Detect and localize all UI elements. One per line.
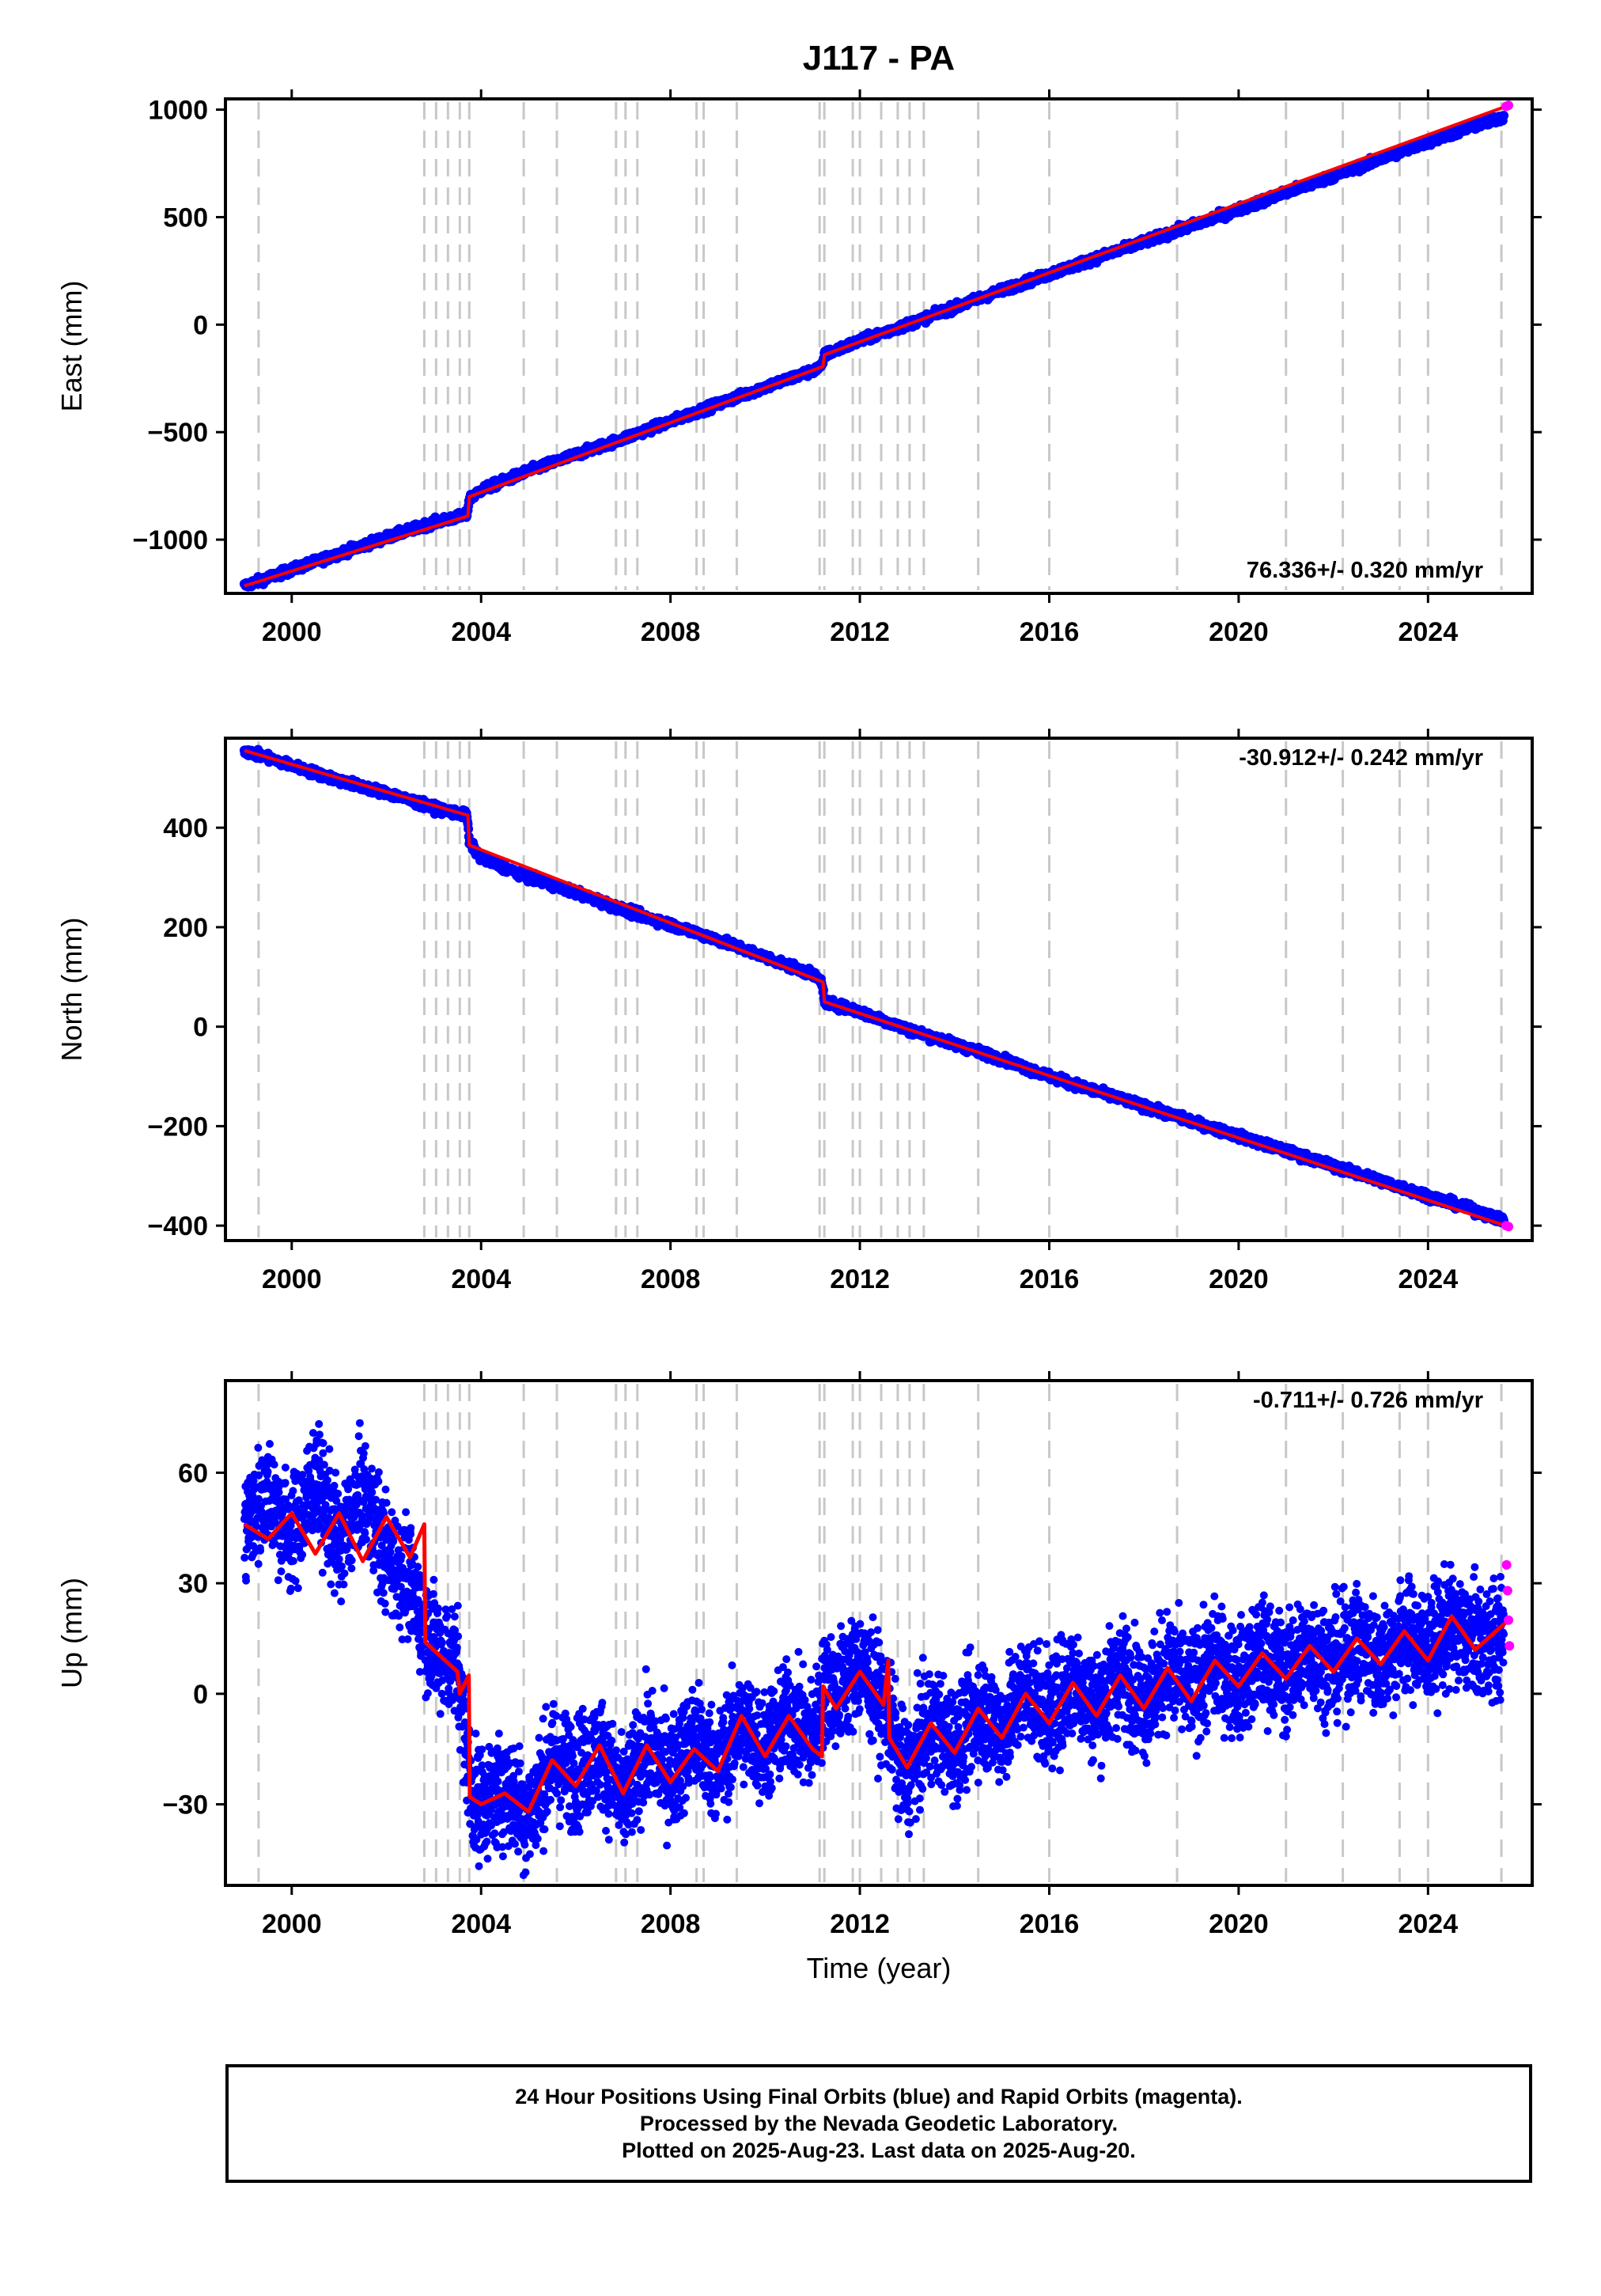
panel-north: 2000 2004 2008 2012 2016 2020 20244002000−200−… — [55, 729, 1542, 1294]
x-tick-label: 2004 — [451, 617, 511, 647]
rate-annotation: 76.336+/- 0.320 mm/yr — [1247, 558, 1483, 583]
x-tick-label: 2016 — [1020, 617, 1080, 647]
final-point — [1499, 111, 1509, 121]
x-axis-label: Time (year) — [807, 1952, 952, 1984]
model-line — [244, 104, 1509, 588]
y-tick-label: 500 — [163, 203, 208, 233]
x-tick-label: 2012 — [830, 617, 890, 647]
x-tick-label: 2024 — [1398, 617, 1458, 647]
rapid-point — [1504, 100, 1514, 111]
figure-title: J117 - PA — [803, 39, 955, 78]
y-tick-label: 1000 — [148, 96, 208, 126]
x-tick-label: 2020 — [1209, 617, 1269, 647]
x-tick-label: 2008 — [641, 617, 701, 647]
y-tick-label: 0 — [193, 310, 208, 340]
y-tick-label: −1000 — [133, 525, 209, 555]
panel-east: 2000 2004 2008 2012 2016 2020 2024 1000 500 0 −500… — [55, 89, 1542, 647]
x-tick-label: 2000 — [262, 617, 322, 647]
y-axis-label: East (mm) — [55, 281, 88, 412]
y-tick-label: −500 — [147, 418, 208, 448]
panels: 2000 2004 2008 2012 2016 2020 2024 1000 500 0 −500… — [55, 89, 1542, 1939]
plot-frame — [224, 97, 1534, 595]
